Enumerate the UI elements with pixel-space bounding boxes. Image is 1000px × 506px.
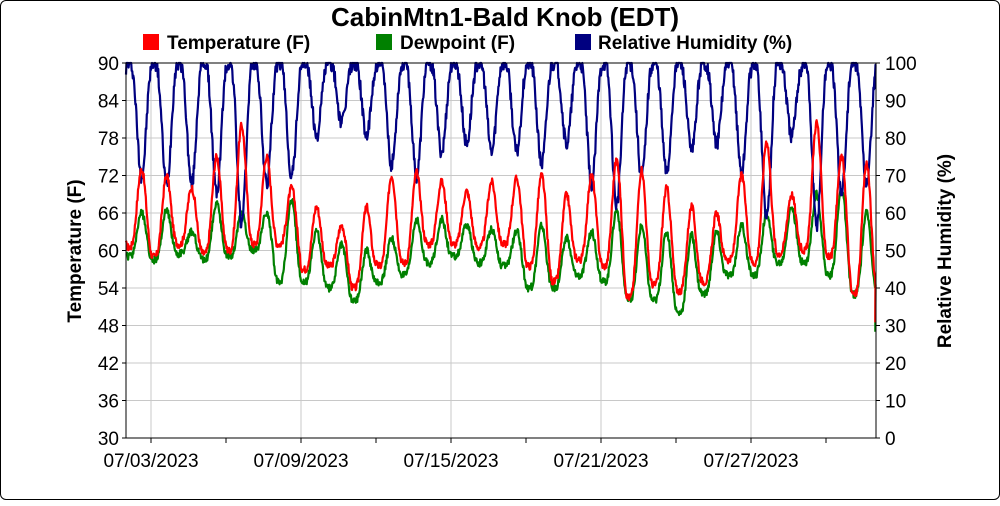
legend: Temperature (F) Dewpoint (F) Relative Hu… [143, 33, 792, 54]
y-tick-left-label: 36 [98, 392, 119, 413]
y-tick-right-label: 50 [885, 242, 906, 263]
y-tick-right-label: 10 [885, 392, 906, 413]
legend-swatch-humidity [575, 34, 591, 50]
x-tick-label: 07/21/2023 [553, 451, 648, 472]
y-tick-left-label: 42 [98, 354, 119, 375]
series-line-dewpoint [125, 188, 877, 332]
legend-label-humidity: Relative Humidity (%) [598, 33, 792, 54]
y-tick-left-label: 78 [98, 129, 119, 150]
y-tick-right-label: 0 [885, 429, 896, 450]
series-line-relative [124, 61, 877, 233]
x-tick-label: 07/15/2023 [403, 451, 498, 472]
y-tick-left-label: 48 [98, 317, 119, 338]
y-axis-left-label: Temperature (F) [65, 179, 86, 322]
legend-swatch-dewpoint [376, 34, 392, 50]
y-tick-left-label: 66 [98, 204, 119, 225]
y-tick-right-label: 100 [885, 54, 917, 75]
grid-lines [126, 62, 876, 439]
x-tick-label: 07/27/2023 [703, 451, 798, 472]
y-tick-left-label: 84 [98, 92, 120, 113]
legend-item-temperature: Temperature (F) [143, 33, 310, 54]
chart-title: CabinMtn1-Bald Knob (EDT) [331, 2, 679, 32]
y-tick-right-label: 20 [885, 354, 906, 375]
y-tick-right-label: 60 [885, 204, 906, 225]
legend-item-dewpoint: Dewpoint (F) [376, 33, 515, 54]
x-tick-label: 07/03/2023 [103, 451, 198, 472]
y-tick-right-label: 80 [885, 129, 906, 150]
legend-label-dewpoint: Dewpoint (F) [400, 33, 515, 54]
y-tick-right-label: 30 [885, 317, 906, 338]
y-tick-left-label: 72 [98, 167, 119, 188]
y-tick-right-label: 70 [885, 167, 906, 188]
series-line-temperature [124, 119, 877, 323]
y-tick-left-label: 30 [98, 429, 119, 450]
y-tick-right-label: 90 [885, 92, 906, 113]
y-tick-left-label: 60 [98, 242, 119, 263]
y-tick-left-label: 90 [98, 54, 119, 75]
y-tick-left-label: 54 [98, 279, 120, 300]
legend-label-temperature: Temperature (F) [167, 33, 310, 54]
x-tick-label: 07/09/2023 [253, 451, 348, 472]
legend-swatch-temperature [143, 34, 159, 50]
y-tick-right-label: 40 [885, 279, 906, 300]
legend-item-humidity: Relative Humidity (%) [575, 33, 792, 54]
plot-area-border [125, 62, 877, 439]
y-axis-right-label: Relative Humidity (%) [935, 154, 956, 348]
series-lines [124, 61, 877, 332]
